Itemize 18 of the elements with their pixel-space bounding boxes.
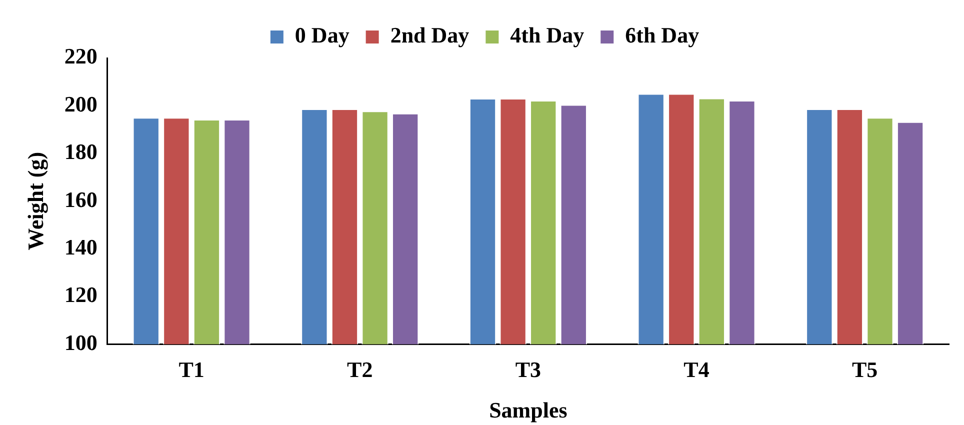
x-tick-label: T5 — [852, 357, 878, 382]
legend-label: 2nd Day — [390, 22, 470, 48]
x-tick-label: T3 — [515, 357, 542, 382]
y-tick-label: 200 — [64, 91, 98, 116]
legend-label: 0 Day — [294, 22, 350, 48]
y-tick-label: 120 — [64, 282, 98, 308]
y-tick-label: 220 — [64, 44, 98, 69]
y-tick-label: 180 — [64, 139, 98, 164]
x-tick-label: T4 — [684, 357, 710, 382]
x-axis-title: Samples — [489, 397, 568, 422]
legend-label: 4th Day — [510, 22, 584, 48]
y-tick-label: 160 — [64, 186, 98, 212]
x-tick-label: T2 — [347, 357, 373, 382]
y-axis-title: Weight (g) — [22, 152, 48, 250]
x-tick-label: T1 — [178, 357, 204, 382]
y-tick-label: 140 — [64, 234, 98, 260]
legend-label: 6th Day — [625, 22, 700, 48]
y-tick-label: 100 — [64, 330, 98, 355]
